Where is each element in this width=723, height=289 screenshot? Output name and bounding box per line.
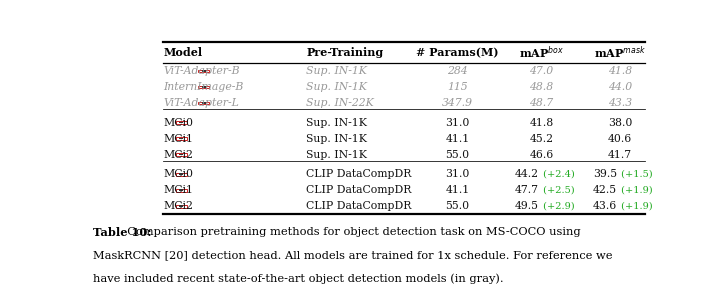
Bar: [176, 153, 187, 156]
Text: MaskRCNN [20] detection head. All models are trained for 1x schedule. For refere: MaskRCNN [20] detection head. All models…: [93, 250, 612, 260]
Text: (+2.4): (+2.4): [540, 170, 575, 179]
Text: (+1.9): (+1.9): [618, 202, 653, 211]
Text: Sup. IN-1K: Sup. IN-1K: [306, 82, 367, 92]
Text: 41.1: 41.1: [445, 185, 469, 195]
Text: 47.0: 47.0: [529, 66, 554, 76]
Text: (+1.9): (+1.9): [618, 186, 653, 195]
Text: 44.0: 44.0: [608, 82, 632, 92]
Text: 31.0: 31.0: [445, 169, 469, 179]
Text: MCi0: MCi0: [163, 118, 193, 127]
Text: 284: 284: [447, 66, 468, 76]
Text: 45.2: 45.2: [529, 134, 554, 144]
Text: 43.3: 43.3: [608, 98, 632, 108]
Text: have included recent state-of-the-art object detection models (in gray).: have included recent state-of-the-art ob…: [93, 273, 504, 284]
Text: CLIP DataCompDR: CLIP DataCompDR: [306, 201, 411, 211]
Text: 40.6: 40.6: [608, 134, 632, 144]
Bar: [179, 138, 184, 140]
Text: Sup. IN-1K: Sup. IN-1K: [306, 118, 367, 127]
Text: Comparison pretraining methods for object detection task on MS-COCO using: Comparison pretraining methods for objec…: [121, 227, 581, 236]
Text: CLIP DataCompDR: CLIP DataCompDR: [306, 185, 411, 195]
Bar: [198, 101, 210, 104]
Text: 44.2: 44.2: [515, 169, 539, 179]
Text: Sup. IN-1K: Sup. IN-1K: [306, 150, 367, 160]
Bar: [176, 173, 187, 176]
Text: 41.8: 41.8: [529, 118, 554, 127]
Bar: [179, 122, 184, 123]
Text: 39.5: 39.5: [593, 169, 617, 179]
Bar: [176, 189, 187, 192]
Bar: [179, 173, 184, 175]
Text: 49.5: 49.5: [515, 201, 539, 211]
Bar: [202, 86, 206, 88]
Text: 41.1: 41.1: [445, 134, 469, 144]
Text: 41.7: 41.7: [608, 150, 632, 160]
Text: Pre-Training: Pre-Training: [306, 47, 383, 58]
Text: 42.5: 42.5: [593, 185, 617, 195]
Text: 48.7: 48.7: [529, 98, 554, 108]
Text: mAP$^{box}$: mAP$^{box}$: [519, 45, 564, 61]
Text: 48.8: 48.8: [529, 82, 554, 92]
Text: MCi0: MCi0: [163, 169, 193, 179]
Text: Sup. IN-22K: Sup. IN-22K: [306, 98, 374, 108]
Text: 55.0: 55.0: [445, 201, 469, 211]
Text: 41.8: 41.8: [608, 66, 632, 76]
Text: Model: Model: [163, 47, 202, 58]
Text: MCi1: MCi1: [163, 134, 193, 144]
Text: Table 10:: Table 10:: [93, 227, 152, 238]
Text: ViT-Adapter-B: ViT-Adapter-B: [163, 66, 240, 76]
Text: ViT-Adapter-L: ViT-Adapter-L: [163, 98, 239, 108]
Text: 46.6: 46.6: [529, 150, 554, 160]
Bar: [179, 154, 184, 155]
Bar: [202, 102, 206, 104]
Text: 347.9: 347.9: [442, 98, 473, 108]
Bar: [176, 205, 187, 208]
Text: 47.7: 47.7: [515, 185, 539, 195]
Bar: [176, 137, 187, 140]
Text: (+2.5): (+2.5): [540, 186, 574, 195]
Text: (+2.9): (+2.9): [540, 202, 574, 211]
Text: InternImage-B: InternImage-B: [163, 82, 244, 92]
Text: (+1.5): (+1.5): [618, 170, 653, 179]
Text: 43.6: 43.6: [593, 201, 617, 211]
Text: MCi1: MCi1: [163, 185, 193, 195]
Text: 55.0: 55.0: [445, 150, 469, 160]
Bar: [198, 86, 210, 88]
Bar: [176, 121, 187, 124]
Text: MCi2: MCi2: [163, 150, 193, 160]
Text: Sup. IN-1K: Sup. IN-1K: [306, 134, 367, 144]
Bar: [198, 70, 210, 73]
Text: 31.0: 31.0: [445, 118, 469, 127]
Bar: [179, 205, 184, 207]
Bar: [202, 70, 206, 72]
Text: 38.0: 38.0: [608, 118, 632, 127]
Text: 115: 115: [447, 82, 468, 92]
Bar: [179, 189, 184, 191]
Text: # Params(M): # Params(M): [416, 47, 499, 58]
Text: mAP$^{mask}$: mAP$^{mask}$: [594, 45, 646, 61]
Text: CLIP DataCompDR: CLIP DataCompDR: [306, 169, 411, 179]
Text: Sup. IN-1K: Sup. IN-1K: [306, 66, 367, 76]
Text: MCi2: MCi2: [163, 201, 193, 211]
